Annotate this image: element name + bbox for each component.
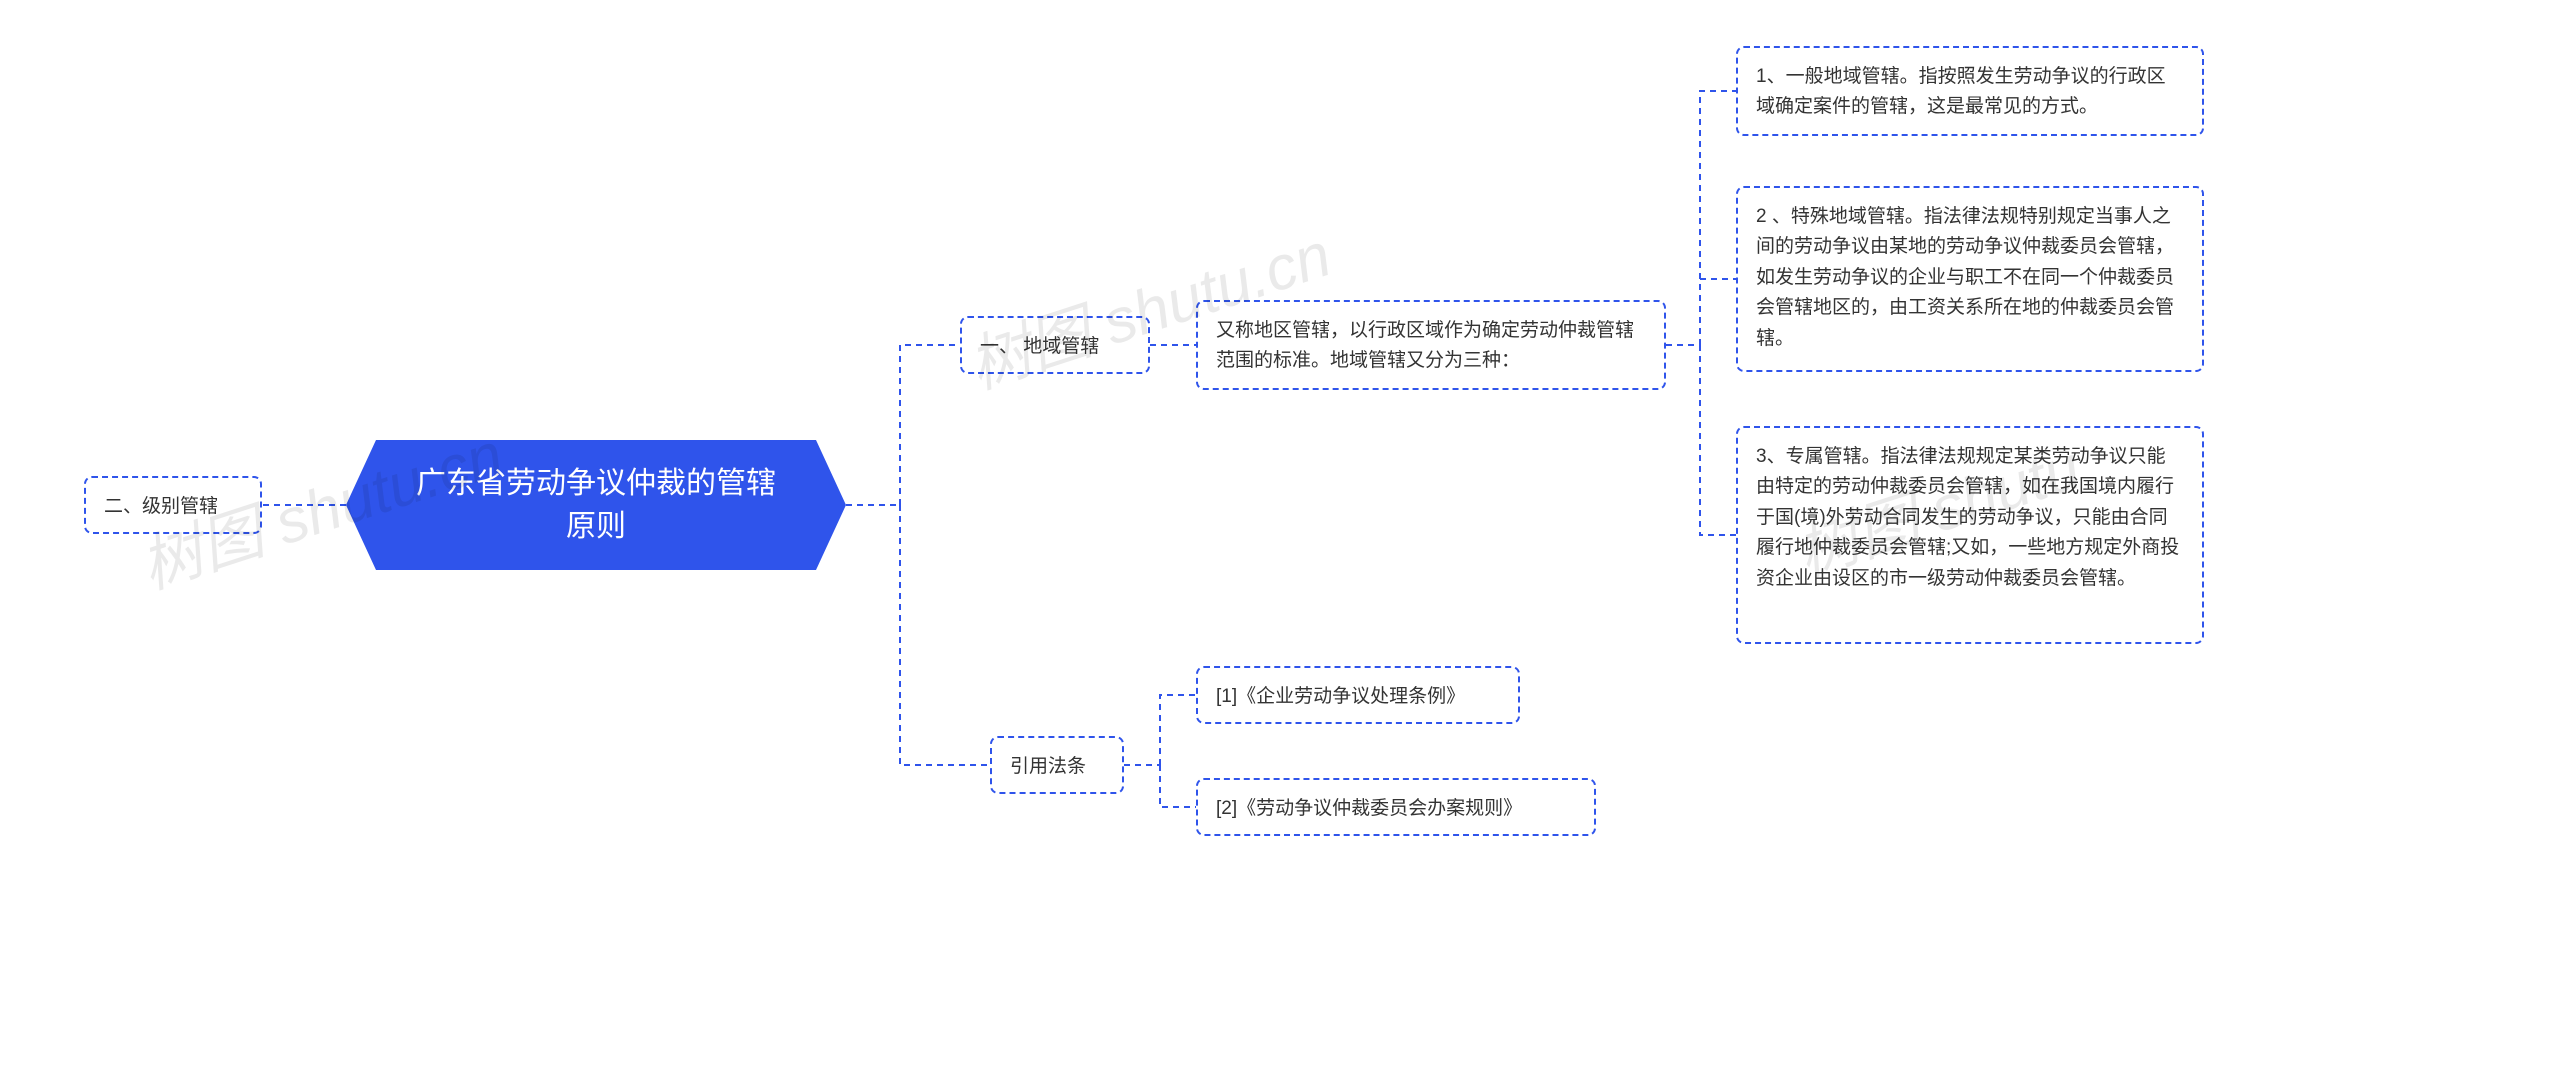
node-label: 二、级别管辖 [104,496,218,517]
node-territorial-c1: 1、一般地域管辖。指按照发生劳动争议的行政区域确定案件的管辖，这是最常见的方式。 [1736,46,2204,136]
node-references: 引用法条 [990,736,1124,794]
node-label: [1]《企业劳动争议处理条例》 [1216,686,1465,707]
node-label: 又称地区管辖，以行政区域作为确定劳动仲裁管辖范围的标准。地域管辖又分为三种： [1216,320,1634,371]
node-label: 引用法条 [1010,756,1086,777]
node-label: 2 、特殊地域管辖。指法律法规特别规定当事人之间的劳动争议由某地的劳动争议仲裁委… [1756,206,2174,349]
node-reference-2: [2]《劳动争议仲裁委员会办案规则》 [1196,778,1596,836]
node-label: 一、 地域管辖 [980,336,1099,357]
root-node: 广东省劳动争议仲裁的管辖原则 [376,440,816,570]
node-territorial-jurisdiction: 一、 地域管辖 [960,316,1150,374]
root-label: 广东省劳动争议仲裁的管辖原则 [412,462,780,549]
node-territorial-desc: 又称地区管辖，以行政区域作为确定劳动仲裁管辖范围的标准。地域管辖又分为三种： [1196,300,1666,390]
node-reference-1: [1]《企业劳动争议处理条例》 [1196,666,1520,724]
node-label: 1、一般地域管辖。指按照发生劳动争议的行政区域确定案件的管辖，这是最常见的方式。 [1756,66,2166,117]
node-territorial-c2: 2 、特殊地域管辖。指法律法规特别规定当事人之间的劳动争议由某地的劳动争议仲裁委… [1736,186,2204,372]
node-label: [2]《劳动争议仲裁委员会办案规则》 [1216,798,1522,819]
node-territorial-c3: 3、专属管辖。指法律法规规定某类劳动争议只能由特定的劳动仲裁委员会管辖，如在我国… [1736,426,2204,644]
node-label: 3、专属管辖。指法律法规规定某类劳动争议只能由特定的劳动仲裁委员会管辖，如在我国… [1756,446,2179,589]
node-level-jurisdiction: 二、级别管辖 [84,476,262,534]
